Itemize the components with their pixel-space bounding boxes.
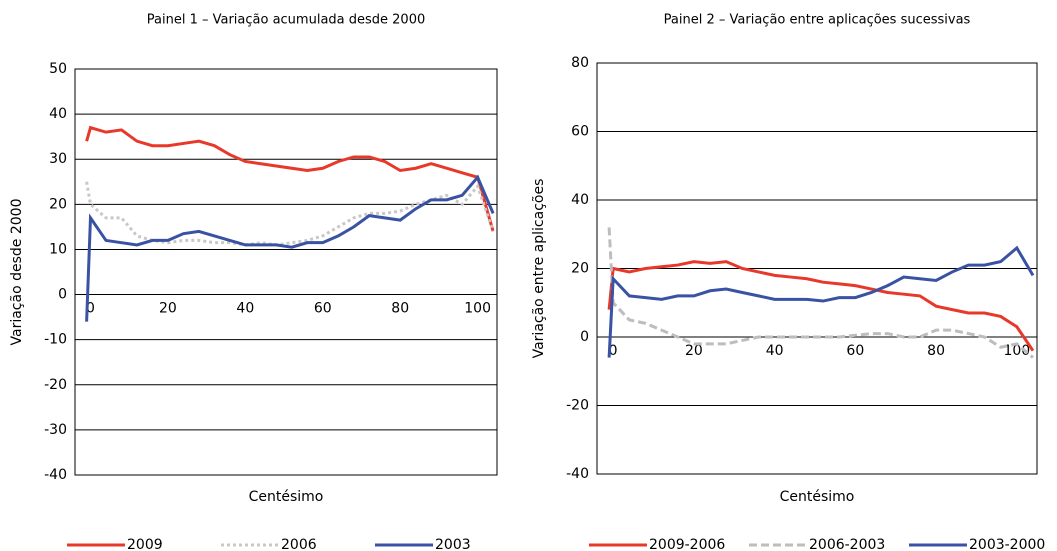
y-tick-label: -30	[44, 422, 67, 438]
x-tick-label: 60	[314, 301, 332, 317]
y-tick-label: 0	[58, 287, 67, 303]
y-axis-label: Variação desde 2000	[9, 199, 25, 346]
series-line	[85, 181, 495, 247]
legend-label: 2006	[281, 537, 317, 551]
series-line	[85, 174, 495, 322]
x-tick-label: 80	[927, 343, 945, 359]
y-tick-label: 0	[580, 329, 589, 345]
y-tick-label: 10	[49, 241, 67, 257]
series-line	[607, 260, 1035, 352]
series-line	[607, 245, 1035, 358]
y-axis-label: Variação entre aplicações	[531, 179, 547, 359]
x-tick-label: 0	[609, 343, 618, 359]
y-tick-label: -10	[44, 332, 67, 348]
y-tick-label: -20	[44, 377, 67, 393]
y-tick-label: 30	[49, 151, 67, 167]
x-tick-label: 20	[159, 301, 177, 317]
legend-label: 2009	[127, 537, 163, 551]
y-tick-label: 40	[49, 106, 67, 122]
x-tick-label: 100	[464, 301, 491, 317]
legend-label: 2003	[435, 537, 471, 551]
y-tick-label: -40	[566, 466, 589, 482]
x-axis-label: Centésimo	[249, 489, 324, 505]
series-line	[85, 125, 495, 232]
x-tick-label: 40	[766, 343, 784, 359]
x-axis-label: Centésimo	[780, 489, 855, 505]
legend-label: 2006-2003	[809, 537, 885, 551]
y-tick-label: 20	[571, 261, 589, 277]
chart-title: Painel 2 – Variação entre aplicações suc…	[664, 13, 971, 28]
x-tick-label: 80	[391, 301, 409, 317]
y-tick-label: 40	[571, 192, 589, 208]
x-tick-label: 100	[1003, 343, 1030, 359]
chart-title: Painel 1 – Variação acumulada desde 2000	[147, 13, 426, 28]
x-tick-label: 40	[236, 301, 254, 317]
y-tick-label: 60	[571, 124, 589, 140]
y-tick-label: 80	[571, 55, 589, 71]
legend-label: 2009-2006	[649, 537, 725, 551]
plot-frame	[74, 68, 498, 476]
y-tick-label: 20	[49, 196, 67, 212]
plot-frame	[596, 62, 1038, 475]
x-tick-label: 20	[685, 343, 703, 359]
series-line	[607, 227, 1034, 359]
y-tick-label: -20	[566, 398, 589, 414]
legend-label: 2003-2000	[969, 537, 1045, 551]
x-tick-label: 0	[86, 301, 95, 317]
x-tick-label: 60	[846, 343, 864, 359]
y-tick-label: -40	[44, 467, 67, 483]
y-tick-label: 50	[49, 61, 67, 77]
